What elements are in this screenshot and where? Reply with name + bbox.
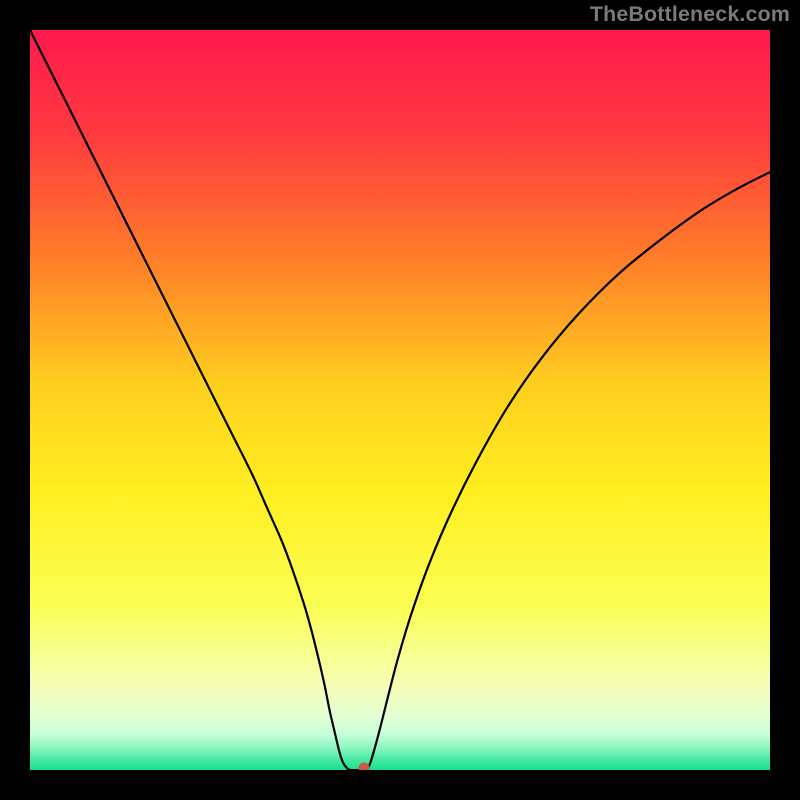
watermark-text: TheBottleneck.com	[590, 2, 790, 27]
bottleneck-curve	[30, 30, 770, 770]
bottleneck-curve-svg	[30, 30, 770, 770]
chart-frame: TheBottleneck.com	[0, 0, 800, 800]
minimum-marker-dot	[359, 763, 370, 771]
plot-area	[30, 30, 770, 770]
